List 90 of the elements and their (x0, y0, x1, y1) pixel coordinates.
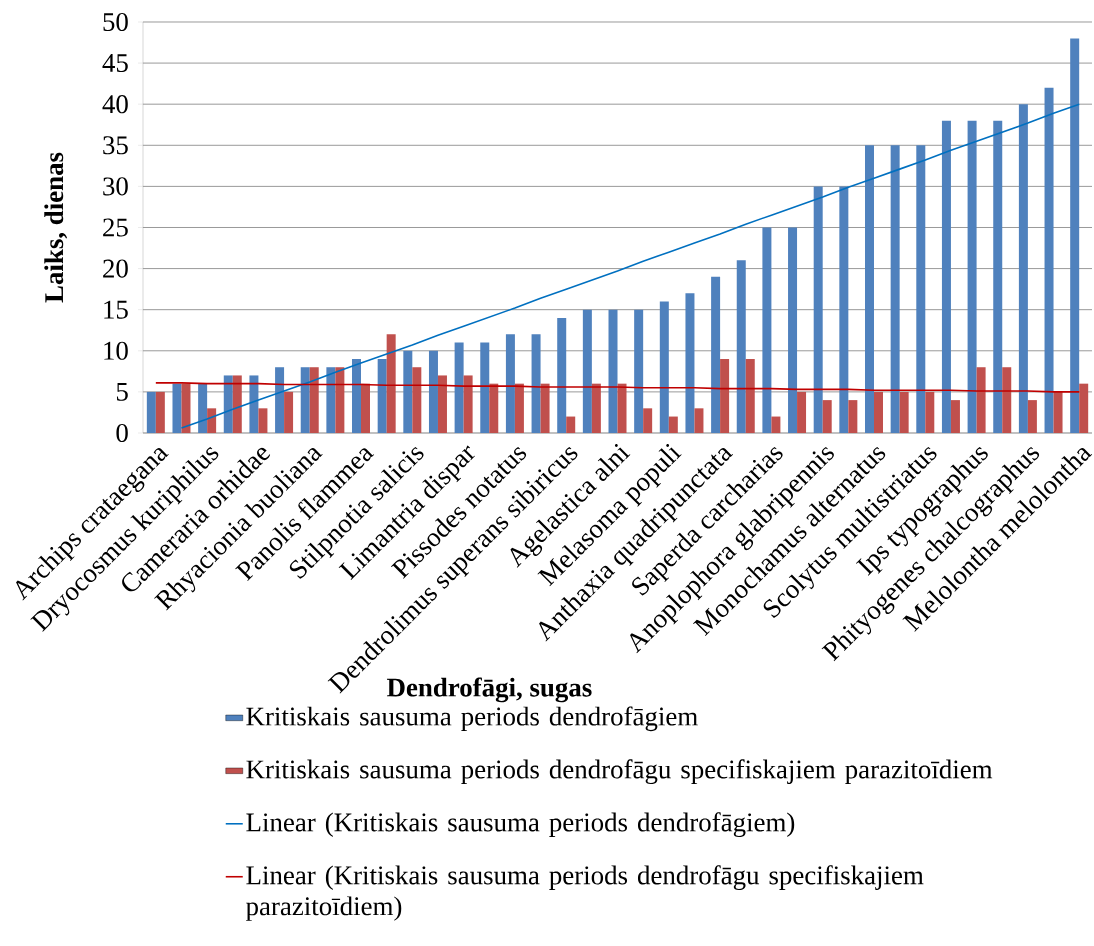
bar (745, 359, 755, 433)
bar (300, 367, 310, 433)
bar (557, 317, 567, 433)
bar (720, 359, 730, 433)
bar (258, 408, 268, 433)
bar (736, 260, 746, 433)
bar (361, 383, 371, 433)
bar (335, 367, 345, 433)
bar (480, 342, 490, 433)
bar (659, 301, 669, 433)
bar (685, 293, 695, 433)
bar (591, 383, 601, 433)
y-tick-label: 5 (116, 382, 128, 401)
bar (976, 367, 986, 433)
bar (950, 400, 960, 433)
bar (352, 359, 362, 433)
y-tick-label: 25 (103, 218, 128, 237)
bar (454, 342, 464, 433)
legend-label: Linear (Kritiskais sausuma periods dendrofāgiem) (246, 812, 795, 838)
bar (608, 309, 618, 433)
bar (813, 186, 823, 433)
y-tick-label: 45 (102, 54, 128, 73)
bar (1018, 104, 1028, 433)
bar (566, 416, 576, 433)
y-tick-label: 0 (116, 423, 128, 443)
bar (505, 334, 515, 433)
bar (1027, 400, 1037, 433)
bar (223, 375, 233, 433)
bar (437, 375, 447, 433)
bar (181, 383, 191, 433)
bar (1070, 38, 1080, 433)
bar (1053, 391, 1063, 433)
bar (582, 309, 592, 433)
bar (967, 120, 977, 433)
bar (916, 145, 926, 433)
bar (643, 408, 653, 433)
bar (993, 120, 1003, 433)
bar (275, 367, 285, 433)
bar (1044, 87, 1054, 433)
bar (762, 227, 772, 433)
bar (489, 383, 499, 433)
bar (428, 350, 438, 433)
y-tick-label: 35 (103, 136, 128, 155)
bar (540, 383, 550, 433)
legend-label: Linear (Kritiskais sausuma periods dendrofāgu specifiskajiem parazitoīdiem) (245, 865, 924, 921)
bar (207, 408, 217, 433)
bar (249, 375, 259, 433)
bar (797, 391, 807, 433)
y-tick-label: 10 (104, 341, 128, 360)
bar (326, 367, 336, 433)
bar (232, 375, 242, 433)
bar (514, 383, 524, 433)
bar (172, 383, 182, 433)
bar (822, 400, 832, 433)
y-tick-label: 40 (102, 95, 128, 114)
y-tick-label: 50 (103, 12, 128, 32)
y-tick-label: 30 (103, 177, 128, 196)
bar (711, 276, 721, 433)
bar (788, 227, 798, 433)
bar (146, 391, 156, 433)
bar (668, 416, 678, 433)
bar (403, 350, 413, 433)
y-tick-label: 15 (104, 300, 128, 319)
bar (284, 391, 294, 433)
bar (941, 120, 951, 433)
bar (1002, 367, 1012, 433)
bar (848, 400, 858, 433)
bar (386, 334, 396, 433)
bar (617, 383, 627, 433)
y-axis-title: Laiks, dienas (44, 152, 68, 303)
bar (412, 367, 422, 433)
bar (839, 186, 849, 433)
bar (890, 145, 900, 433)
legend-label: Kritiskais sausuma periods dendrofāgu specifiskajiem parazitoīdiem (246, 759, 993, 785)
bar (198, 383, 208, 433)
bar (377, 359, 387, 433)
bar (874, 391, 883, 433)
bar (771, 416, 781, 433)
legend-label: Kritiskais sausuma periods dendrofāgiem (246, 706, 698, 732)
bar (155, 391, 165, 433)
bar (463, 375, 473, 433)
bar (694, 408, 704, 433)
bar (309, 367, 319, 433)
bar (925, 391, 935, 433)
bar (531, 334, 541, 433)
bar (865, 145, 874, 433)
bar (1079, 383, 1089, 433)
bar (899, 391, 909, 433)
bar (634, 309, 644, 433)
y-tick-label: 20 (103, 259, 128, 278)
